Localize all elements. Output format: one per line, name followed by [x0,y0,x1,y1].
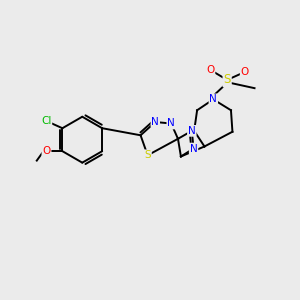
Text: N: N [152,117,159,127]
Text: S: S [224,74,231,86]
Text: O: O [42,146,51,156]
Text: O: O [206,65,214,75]
Text: O: O [241,67,249,77]
Text: Cl: Cl [41,116,51,126]
Text: N: N [188,126,196,136]
Text: N: N [190,143,197,154]
Text: S: S [144,150,151,160]
Text: N: N [167,118,175,128]
Text: N: N [209,94,217,104]
